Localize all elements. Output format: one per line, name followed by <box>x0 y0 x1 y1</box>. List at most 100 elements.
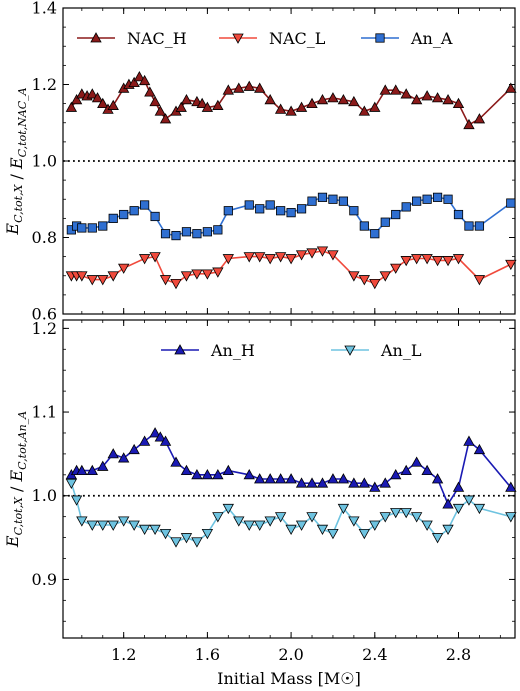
data-point <box>254 252 266 263</box>
data-point <box>213 225 223 235</box>
data-point <box>201 269 214 280</box>
data-point <box>317 192 328 202</box>
data-point <box>128 76 140 87</box>
data-point <box>133 71 146 82</box>
data-point <box>159 113 172 124</box>
data-point <box>286 208 296 218</box>
legend-label: An_L <box>380 341 422 360</box>
legend-marker <box>375 33 385 43</box>
data-point <box>410 456 423 467</box>
data-point <box>452 97 465 109</box>
data-point <box>442 524 454 536</box>
data-point <box>180 464 193 476</box>
data-point <box>265 200 275 210</box>
data-point <box>400 464 412 476</box>
data-point <box>264 254 276 265</box>
data-point <box>149 524 161 536</box>
data-point <box>144 86 156 97</box>
x-tick-label: 1.6 <box>195 645 220 664</box>
data-point <box>212 99 224 110</box>
data-point <box>379 512 391 523</box>
legend-entry: An_L <box>331 341 422 360</box>
data-point <box>243 252 255 263</box>
data-point <box>91 92 104 103</box>
data-point <box>473 503 486 515</box>
data-point <box>337 93 350 105</box>
data-point <box>77 223 87 233</box>
data-point <box>274 103 287 114</box>
data-point <box>170 537 182 548</box>
data-point <box>264 516 276 527</box>
data-point <box>442 256 454 267</box>
data-point <box>86 275 98 286</box>
data-point <box>390 468 402 480</box>
data-point <box>463 495 475 506</box>
data-point <box>202 227 212 237</box>
series-an-h <box>65 427 517 509</box>
x-axis-label: Initial Mass [M☉] <box>217 669 361 688</box>
legend-entry: An_H <box>161 341 255 360</box>
data-point <box>358 275 371 286</box>
data-point <box>191 269 203 280</box>
legend-entry: NAC_H <box>77 29 187 48</box>
data-point <box>358 528 371 540</box>
bottom-panel: 1.2 1.6 2.0 2.4 2.8 0.9 1.0 1.1 1.2 An_H An_L EC,to… <box>3 319 517 688</box>
data-point <box>410 254 423 265</box>
data-point <box>295 477 308 488</box>
data-point <box>316 246 329 257</box>
data-point <box>159 435 172 446</box>
y-tick-label: 1.0 <box>32 152 57 171</box>
data-point <box>316 477 329 488</box>
data-point <box>243 80 255 91</box>
legend-marker <box>232 33 244 44</box>
data-point <box>138 524 151 536</box>
data-point <box>369 481 381 492</box>
data-point <box>196 97 208 109</box>
data-point <box>431 533 444 544</box>
data-point <box>86 88 98 99</box>
data-point <box>505 512 517 523</box>
data-point <box>170 278 182 290</box>
data-point <box>107 520 119 531</box>
y-tick-label: 0.8 <box>32 228 57 247</box>
data-point <box>431 473 444 484</box>
data-point <box>170 456 182 467</box>
y-tick-label: 1.2 <box>32 75 57 94</box>
data-point <box>295 250 308 261</box>
data-point <box>338 196 349 206</box>
data-point <box>390 84 402 95</box>
data-point <box>327 250 339 261</box>
data-point <box>400 256 412 267</box>
x-tick-label: 2.4 <box>362 645 387 664</box>
data-point <box>369 278 381 290</box>
data-point <box>180 93 193 105</box>
data-point <box>180 533 193 544</box>
data-point <box>138 435 151 446</box>
data-point <box>380 217 390 227</box>
data-point <box>443 194 453 204</box>
data-point <box>118 263 130 274</box>
data-point <box>98 221 108 231</box>
data-point <box>295 520 308 531</box>
data-point <box>422 194 432 204</box>
data-point <box>180 271 193 282</box>
data-point <box>442 93 454 105</box>
data-point <box>264 473 276 484</box>
data-point <box>379 271 391 282</box>
y-axis-label: EC,tot,X / EC,tot,NAC_A <box>3 87 29 235</box>
data-point <box>505 259 517 271</box>
data-point <box>108 213 118 223</box>
data-point <box>128 520 140 531</box>
data-point <box>191 468 203 480</box>
x-tick-label: 2.0 <box>278 645 303 664</box>
data-point <box>432 192 443 202</box>
data-point <box>159 528 172 540</box>
data-point <box>254 473 266 484</box>
data-point <box>327 92 339 103</box>
data-point <box>159 275 172 286</box>
legend-label: NAC_L <box>269 29 326 48</box>
legend-marker <box>344 345 356 356</box>
y-tick-label: 1.4 <box>32 0 57 18</box>
data-point <box>212 267 224 278</box>
data-point <box>337 503 350 515</box>
